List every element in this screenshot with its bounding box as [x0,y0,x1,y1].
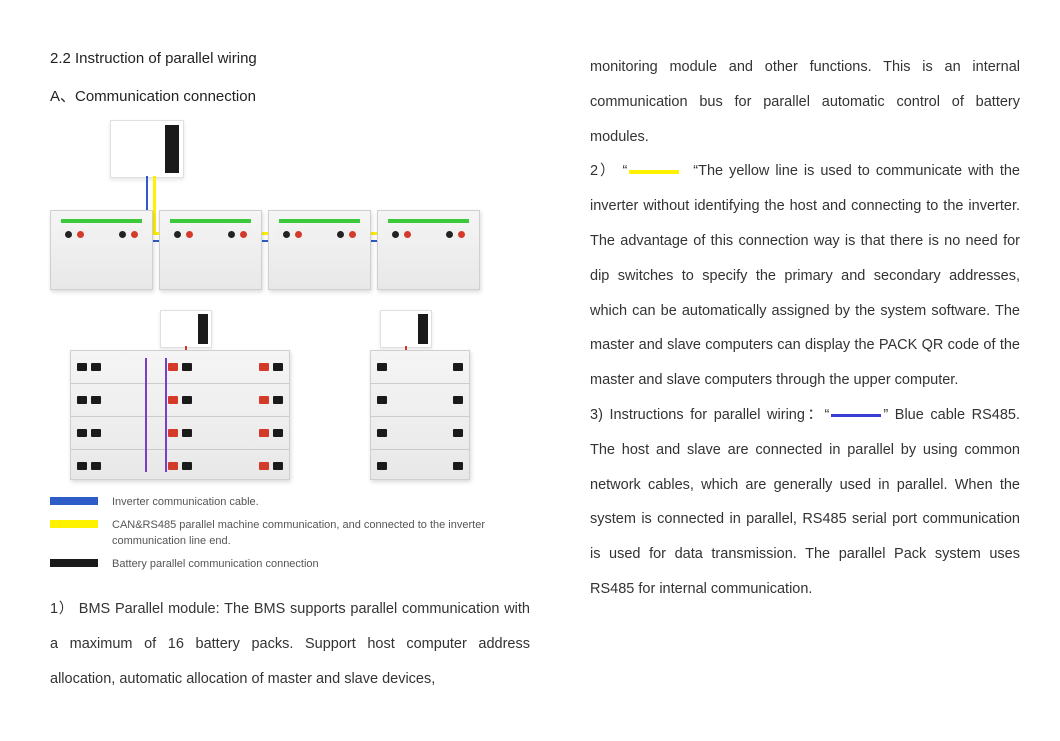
legend-row: Inverter communication cable. [50,494,530,511]
para3-body: ” Blue cable RS485. The host and slave a… [590,407,1020,597]
para2-body: “The yellow line is used to communicate … [590,163,1020,388]
wiring-diagram-stacks [50,300,480,480]
blue-line-icon [831,414,881,417]
stack-group-right [350,310,480,480]
left-column: 2.2 Instruction of parallel wiring A、Com… [50,50,530,696]
inverter-unit [110,120,184,178]
para3-prefix: 3) Instructions for parallel wiring：“ [590,407,829,423]
legend-text: Battery parallel communication connectio… [112,556,530,573]
legend-text: CAN&RS485 parallel machine communication… [112,517,530,550]
cable-purple [145,358,147,472]
cable-purple [165,358,167,472]
battery-stack [70,350,290,480]
right-column: monitoring module and other functions. T… [590,50,1020,696]
battery-stack [370,350,470,480]
section-heading-2-2: 2.2 Instruction of parallel wiring [50,50,530,67]
legend-swatch-black [50,559,98,567]
paragraph-1: 1） BMS Parallel module: The BMS supports… [50,592,530,696]
para2-prefix: 2） “ [590,163,627,179]
legend: Inverter communication cable. CAN&RS485 … [50,494,530,572]
inverter-unit-small [380,310,432,348]
legend-swatch-yellow [50,520,98,528]
legend-text: Inverter communication cable. [112,494,530,511]
inverter-display-icon [165,125,179,173]
subheading-a: A、Communication connection [50,85,530,106]
stack-group-left [50,310,310,480]
battery-box [159,210,262,290]
battery-box [377,210,480,290]
battery-row [50,210,480,290]
battery-box [50,210,153,290]
legend-row: CAN&RS485 parallel machine communication… [50,517,530,550]
page-container: 2.2 Instruction of parallel wiring A、Com… [0,0,1060,726]
yellow-line-icon [629,170,679,174]
wiring-diagram-row [50,120,480,290]
paragraph-2: 2） “ “The yellow line is used to communi… [590,154,1020,398]
battery-box [268,210,371,290]
paragraph-top-right: monitoring module and other functions. T… [590,50,1020,154]
legend-row: Battery parallel communication connectio… [50,556,530,573]
paragraph-3: 3) Instructions for parallel wiring：“” B… [590,398,1020,607]
legend-swatch-blue [50,497,98,505]
inverter-unit-small [160,310,212,348]
